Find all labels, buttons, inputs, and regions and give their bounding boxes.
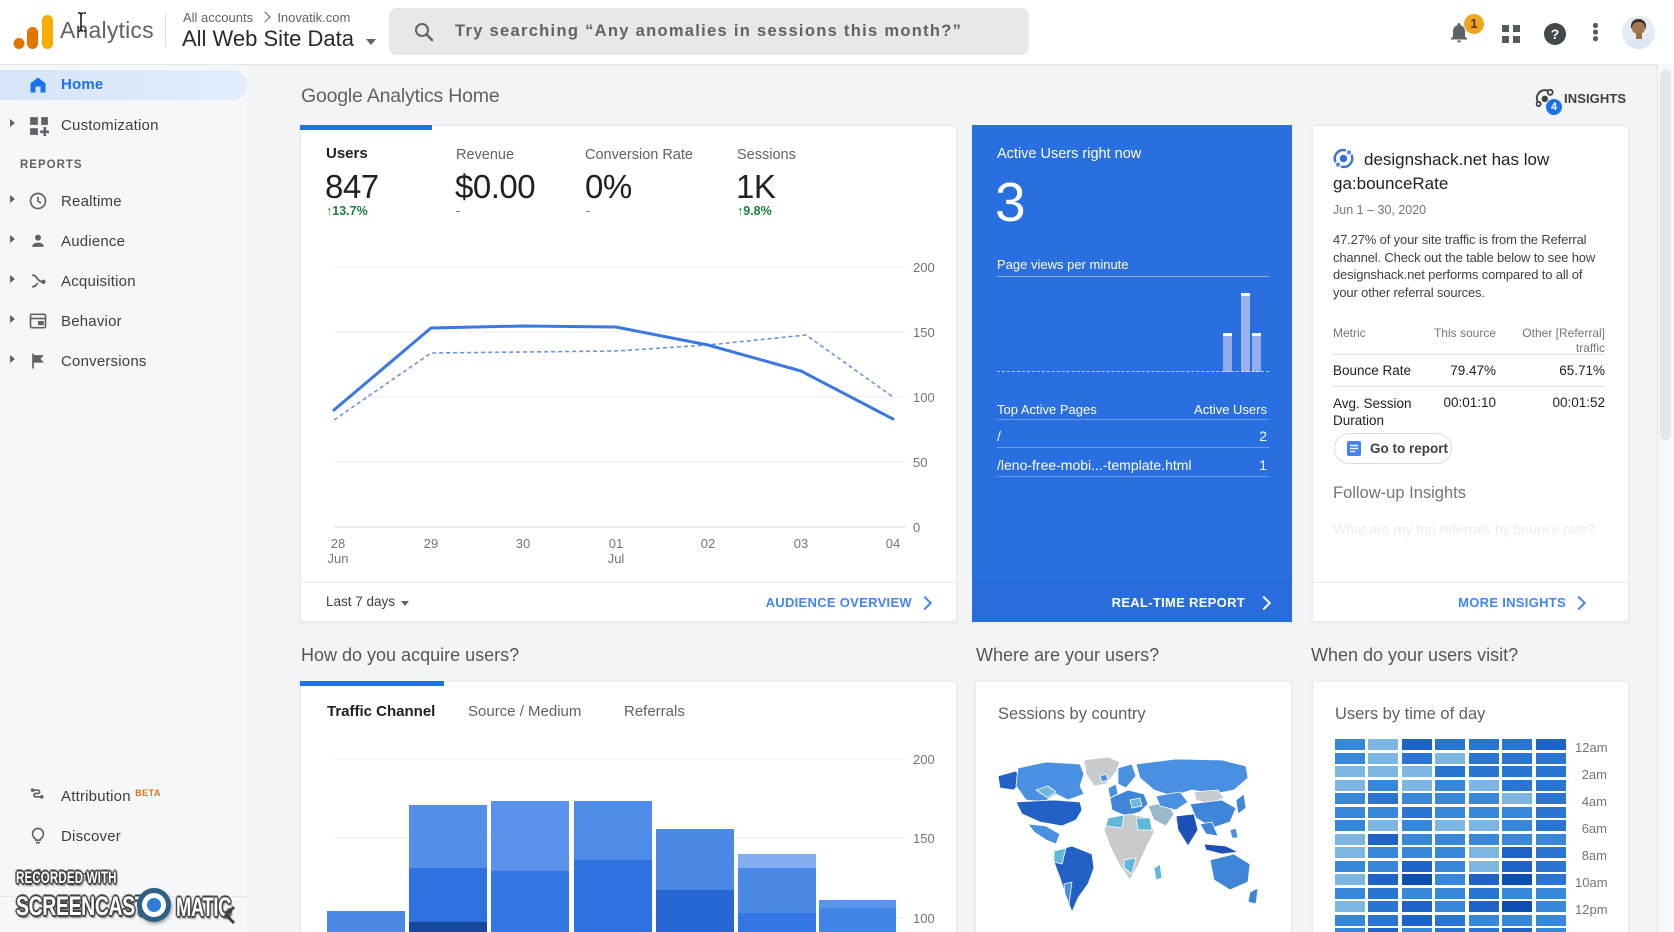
svg-text:0: 0 [913, 520, 920, 535]
svg-text:28: 28 [331, 536, 345, 551]
svg-text:Jul: Jul [608, 551, 625, 566]
svg-text:02: 02 [701, 536, 715, 551]
svg-text:03: 03 [794, 536, 808, 551]
svg-text:50: 50 [913, 455, 927, 470]
svg-text:100: 100 [913, 390, 935, 405]
svg-text:30: 30 [516, 536, 530, 551]
svg-text:150: 150 [913, 325, 935, 340]
svg-text:29: 29 [424, 536, 438, 551]
svg-text:200: 200 [913, 260, 935, 275]
svg-text:100: 100 [913, 911, 935, 926]
svg-text:150: 150 [913, 831, 935, 846]
svg-text:04: 04 [886, 536, 900, 551]
svg-text:Jun: Jun [328, 551, 349, 566]
svg-text:200: 200 [913, 752, 935, 767]
svg-text:01: 01 [609, 536, 623, 551]
